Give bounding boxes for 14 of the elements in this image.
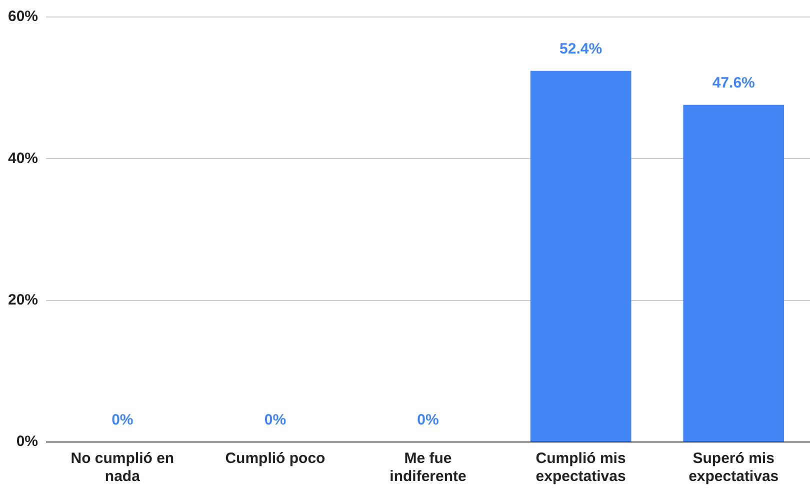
y-tick-label: 20% xyxy=(8,291,38,308)
x-tick-label: No cumplió en nada xyxy=(70,450,174,486)
x-tick-label: Me fue indiferente xyxy=(390,450,466,486)
y-tick-label: 60% xyxy=(8,8,38,26)
data-label: 0% xyxy=(417,412,439,429)
data-label: 0% xyxy=(264,412,286,429)
data-label: 0% xyxy=(112,412,134,429)
y-tick-label: 0% xyxy=(16,433,38,450)
y-tick-label: 40% xyxy=(8,150,38,167)
data-label: 47.6% xyxy=(712,74,755,92)
x-tick-label: Superó mis expectativas xyxy=(688,450,779,486)
x-tick-label: Cumplió mis expectativas xyxy=(536,450,626,486)
x-tick-label: Cumplió poco xyxy=(225,450,326,468)
data-label: 52.4% xyxy=(560,40,602,58)
